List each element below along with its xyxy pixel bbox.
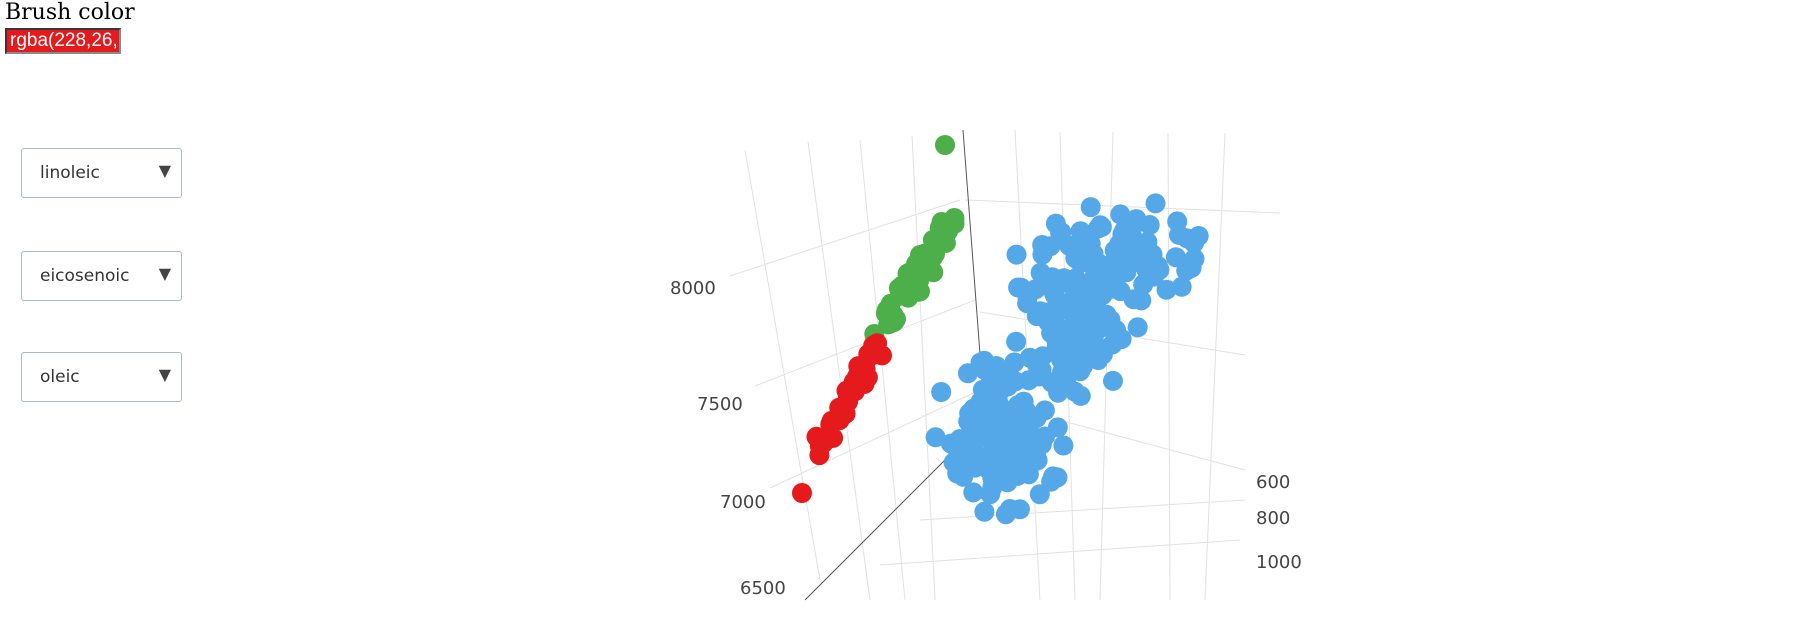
point-blue [1030, 301, 1051, 322]
point-blue [1065, 381, 1086, 402]
point-blue [974, 501, 995, 522]
point-blue [1029, 484, 1050, 505]
point-blue [1053, 435, 1074, 456]
brush-color-input[interactable] [5, 28, 121, 54]
axis-ticks: 8000 7500 7000 6500 600 800 1000 [670, 278, 1302, 599]
point-green [883, 312, 904, 333]
point-blue [1075, 291, 1095, 312]
point-blue [1056, 293, 1077, 314]
point-green [915, 250, 936, 271]
point-blue [1103, 370, 1123, 391]
z-axis-dropdown-label: oleic [40, 367, 80, 387]
point-blue [1156, 279, 1177, 300]
point-blue [1127, 249, 1148, 270]
point-blue [1073, 224, 1094, 245]
point-blue [1165, 247, 1186, 268]
point-blue [1047, 417, 1068, 438]
point-blue [994, 405, 1015, 426]
z-axis-dropdown[interactable]: oleic ▼ [21, 352, 182, 402]
point-blue [1032, 346, 1053, 367]
point-blue [1091, 216, 1112, 237]
z-tick-label: 7000 [720, 492, 766, 513]
point-blue [963, 482, 984, 503]
point-blue [1063, 325, 1084, 346]
point-red [844, 381, 865, 402]
point-blue [1110, 204, 1131, 225]
point-red [809, 445, 830, 466]
chevron-down-icon: ▼ [158, 365, 171, 384]
point-blue [1061, 358, 1082, 379]
point-red [848, 356, 869, 377]
point-red [792, 483, 812, 503]
point-blue [940, 433, 961, 454]
point-blue [1054, 268, 1074, 289]
point-blue [1126, 209, 1147, 230]
point-blue [1007, 434, 1028, 455]
point-blue [1121, 225, 1142, 246]
point-blue [1111, 329, 1132, 349]
point-blue [1043, 466, 1064, 487]
point-blue [1143, 266, 1164, 287]
x-axis-dropdown[interactable]: linoleic ▼ [21, 148, 182, 198]
depth-tick-label: 600 [1256, 472, 1290, 493]
depth-tick-label: 800 [1256, 508, 1290, 529]
point-blue [1033, 275, 1054, 296]
point-blue [970, 352, 991, 373]
point-red [829, 407, 850, 428]
point-blue [1069, 275, 1090, 296]
point-blue [943, 452, 964, 473]
chevron-down-icon: ▼ [158, 161, 171, 180]
point-blue [1006, 331, 1027, 352]
point-blue [1028, 366, 1049, 387]
chevron-down-icon: ▼ [158, 264, 171, 283]
point-blue [925, 427, 946, 448]
point-blue [1131, 290, 1152, 311]
z-tick-label: 7500 [697, 394, 743, 415]
point-blue [1080, 197, 1101, 218]
point-blue [1041, 323, 1062, 343]
point-blue [1051, 222, 1072, 243]
point-blue [989, 381, 1010, 402]
point-blue [1184, 248, 1205, 269]
point-blue [1110, 281, 1131, 302]
point-blue [975, 393, 996, 414]
y-axis-dropdown[interactable]: eicosenoic ▼ [21, 251, 182, 301]
point-red [872, 345, 892, 366]
point-blue [1006, 244, 1027, 265]
point-green [908, 273, 929, 294]
point-blue [960, 443, 981, 464]
point-green [932, 231, 953, 252]
point-blue [931, 382, 952, 402]
point-blue [1188, 226, 1209, 246]
point-blue [1080, 244, 1101, 265]
depth-tick-label: 1000 [1256, 552, 1302, 573]
brush-color-label: Brush color [5, 0, 135, 25]
point-blue [1171, 276, 1192, 297]
z-tick-label: 6500 [740, 578, 786, 599]
point-blue [980, 484, 1001, 505]
point-blue [1009, 499, 1030, 520]
point-blue [981, 365, 1002, 386]
point-blue [1169, 224, 1189, 245]
point-green [935, 135, 955, 155]
point-blue [1008, 277, 1029, 298]
point-blue [1009, 414, 1030, 435]
x-axis-dropdown-label: linoleic [40, 163, 100, 183]
point-green [898, 287, 919, 308]
z-tick-label: 8000 [670, 278, 716, 299]
y-axis-dropdown-label: eicosenoic [40, 266, 130, 286]
point-blue [1127, 317, 1148, 338]
point-green [944, 208, 965, 228]
point-blue [1089, 338, 1110, 359]
point-blue [1145, 193, 1166, 214]
scatter-points[interactable] [792, 135, 1209, 525]
point-blue [1034, 400, 1055, 421]
point-blue [981, 444, 1002, 464]
point-blue [987, 425, 1008, 446]
